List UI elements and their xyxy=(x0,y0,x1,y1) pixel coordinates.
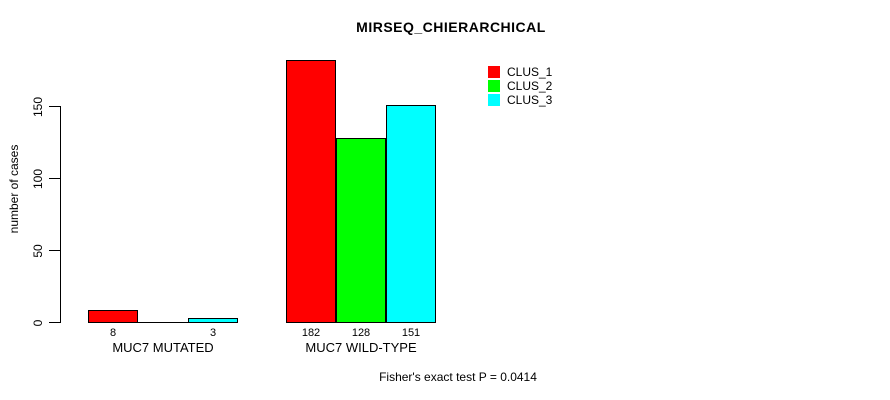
bar-value-label: 8 xyxy=(109,327,117,339)
legend-swatch-clus-1 xyxy=(488,66,500,78)
chart-title: MIRSEQ_CHIERARCHICAL xyxy=(356,19,546,35)
bar-value-label: 128 xyxy=(351,327,371,339)
y-axis-tick xyxy=(49,322,60,323)
bar-value-label: 151 xyxy=(401,327,421,339)
y-axis-tick xyxy=(49,178,60,179)
legend-swatch-clus-2 xyxy=(488,80,500,92)
bar-value-label: 3 xyxy=(209,327,217,339)
y-axis-tick xyxy=(49,106,60,107)
legend-label: CLUS_2 xyxy=(507,79,553,93)
category-label-muc7-wild-type: MUC7 WILD-TYPE xyxy=(305,340,417,355)
bar-clus-3-muc7-wild-type xyxy=(386,105,436,323)
bar-value-label: 182 xyxy=(301,327,321,339)
y-axis-label: number of cases xyxy=(7,144,21,234)
annotation-text: Fisher's exact test P = 0.0414 xyxy=(379,370,537,384)
y-axis-tick-label: 150 xyxy=(31,96,45,117)
y-axis-tick-label: 50 xyxy=(31,243,45,258)
legend-label: CLUS_3 xyxy=(507,93,553,107)
y-axis-tick xyxy=(49,250,60,251)
legend-label: CLUS_1 xyxy=(507,65,553,79)
legend-item-clus-1: CLUS_1 xyxy=(488,65,552,79)
legend-item-clus-3: CLUS_3 xyxy=(488,93,552,107)
bar-clus-1-muc7-mutated xyxy=(88,310,138,323)
zero-bar-clus-2-muc7-mutated xyxy=(138,322,188,323)
bar-clus-1-muc7-wild-type xyxy=(286,60,336,323)
legend-swatch-clus-3 xyxy=(488,94,500,106)
bar-clus-3-muc7-mutated xyxy=(188,318,238,323)
bar-clus-2-muc7-wild-type xyxy=(336,138,386,323)
category-label-muc7-mutated: MUC7 MUTATED xyxy=(112,340,214,355)
legend: CLUS_1 CLUS_2 CLUS_3 xyxy=(488,65,552,107)
legend-item-clus-2: CLUS_2 xyxy=(488,79,552,93)
y-axis-tick-label: 100 xyxy=(31,168,45,189)
y-axis-tick-label: 0 xyxy=(31,319,45,326)
y-axis-line xyxy=(60,106,61,323)
